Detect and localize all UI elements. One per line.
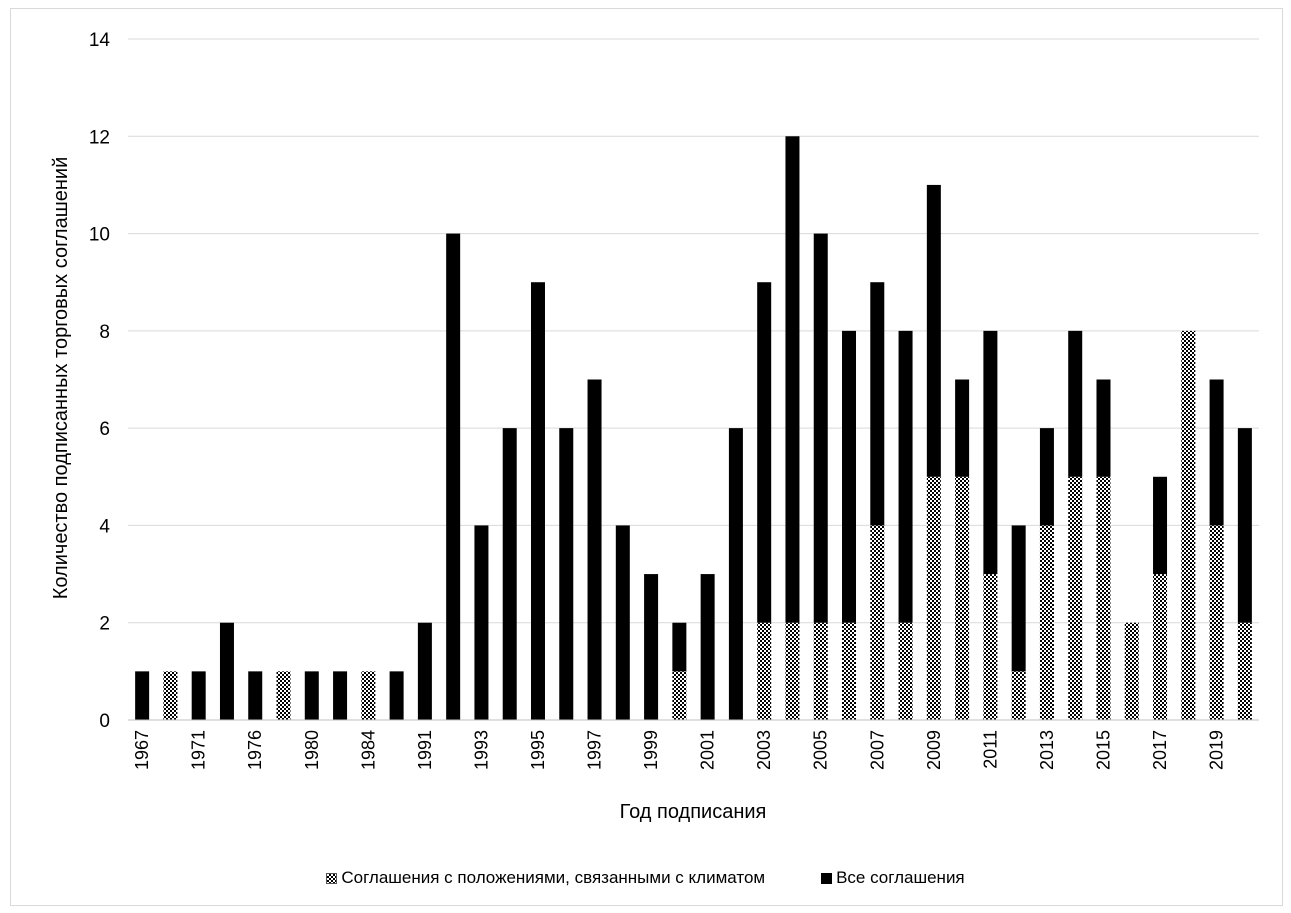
legend: Соглашения с положениями, связанными с к… (0, 868, 1291, 888)
y-tick-label: 2 (99, 614, 110, 635)
bar-all-segment (389, 671, 404, 720)
bar-climate-segment (1096, 476, 1111, 720)
bar-all-segment (870, 282, 885, 526)
x-tick-label: 1976 (245, 730, 265, 770)
bar-all-segment (1209, 379, 1224, 526)
x-axis-ticks: 1967 1971 1976 1980 1984 1991 1993 1995 1997 1999… (132, 730, 1226, 770)
bar-climate-segment (983, 574, 998, 720)
bar-all-segment (559, 428, 574, 720)
y-axis-label: Количество подписанных торговых соглашен… (50, 157, 72, 600)
bar-all-segment (502, 428, 517, 720)
x-tick-label: 2007 (867, 730, 887, 770)
bar-all-segment (1011, 525, 1026, 672)
bar-all-segment (700, 574, 715, 720)
bar-all-segment (530, 282, 545, 720)
y-tick-label: 4 (99, 516, 110, 537)
y-tick-label: 6 (99, 419, 110, 440)
bar-all-segment (417, 622, 432, 720)
bars (135, 136, 1252, 721)
x-tick-label: 2005 (811, 730, 831, 770)
bar-climate-segment (813, 622, 828, 720)
bar-climate-segment (1153, 574, 1168, 720)
y-axis-ticks: 0 2 4 6 8 10 12 14 (89, 30, 111, 732)
x-tick-label: 1971 (189, 730, 209, 770)
bar-climate-segment (955, 476, 970, 720)
bar-all-segment (304, 671, 319, 720)
bar-climate-segment (1068, 476, 1083, 720)
x-tick-label: 1991 (415, 730, 435, 770)
x-tick-label: 1995 (528, 730, 548, 770)
x-tick-label: 1999 (641, 730, 661, 770)
bar-all-segment (191, 671, 206, 720)
x-tick-label: 2015 (1093, 730, 1113, 770)
gridlines (128, 38, 1259, 624)
x-tick-label: 1984 (358, 730, 378, 770)
bar-all-segment (615, 525, 630, 720)
bar-all-segment (672, 622, 687, 672)
bar-all-segment (644, 574, 659, 720)
bar-climate-segment (1181, 330, 1196, 720)
legend-swatch-climate (326, 872, 338, 884)
legend-swatch-all (821, 872, 833, 884)
bar-all-segment (728, 428, 743, 720)
bar-climate-segment (1124, 622, 1139, 720)
bar-all-segment (842, 330, 857, 623)
y-tick-label: 14 (89, 30, 111, 51)
y-tick-label: 10 (89, 225, 110, 246)
bar-climate-segment (898, 622, 913, 720)
legend-label-all: Все соглашения (836, 868, 965, 887)
bar-climate-segment (1209, 525, 1224, 720)
bar-all-segment (446, 233, 461, 721)
bar-all-segment (983, 330, 998, 575)
bar-all-segment (1039, 428, 1054, 526)
bar-all-segment (955, 379, 970, 477)
legend-label-climate: Соглашения с положениями, связанными с к… (341, 868, 766, 887)
bar-all-segment (219, 622, 234, 720)
x-tick-label: 2019 (1207, 730, 1227, 770)
bar-all-segment (898, 330, 913, 623)
bar-climate-segment (757, 622, 772, 720)
x-tick-label: 2001 (698, 730, 718, 770)
bar-climate-segment (1039, 525, 1054, 720)
bar-all-segment (813, 233, 828, 623)
bar-all-segment (785, 136, 800, 623)
x-tick-label: 2017 (1150, 730, 1170, 770)
x-tick-label: 2013 (1037, 730, 1057, 770)
bar-climate-segment (163, 671, 178, 720)
bar-all-segment (757, 282, 772, 623)
bar-climate-segment (785, 622, 800, 720)
bar-climate-segment (361, 671, 376, 720)
y-tick-label: 12 (89, 127, 110, 148)
bar-climate-segment (842, 622, 857, 720)
bar-climate-segment (1237, 622, 1252, 720)
bar-climate-segment (672, 671, 687, 720)
x-tick-label: 1967 (132, 730, 152, 770)
y-tick-label: 0 (99, 711, 110, 732)
x-tick-label: 1993 (471, 730, 491, 770)
bar-all-segment (135, 671, 150, 720)
bar-climate-segment (926, 476, 941, 720)
bar-all-segment (1068, 330, 1083, 477)
x-tick-label: 2009 (924, 730, 944, 770)
bar-all-segment (587, 379, 602, 720)
bar-all-segment (333, 671, 348, 720)
bar-climate-segment (276, 671, 291, 720)
x-axis-label: Год подписания (620, 801, 767, 823)
bar-all-segment (474, 525, 489, 720)
x-tick-label: 1980 (302, 730, 322, 770)
legend-item-all: Все соглашения (821, 868, 965, 888)
legend-item-climate: Соглашения с положениями, связанными с к… (326, 868, 765, 888)
bar-all-segment (926, 184, 941, 477)
bar-climate-segment (870, 525, 885, 720)
x-tick-label: 1997 (585, 730, 605, 770)
bar-climate-segment (1011, 671, 1026, 720)
bar-all-segment (1237, 428, 1252, 623)
x-tick-label: 2003 (754, 730, 774, 770)
y-tick-label: 8 (99, 322, 110, 343)
bar-all-segment (1153, 476, 1168, 575)
bar-all-segment (248, 671, 263, 720)
bar-all-segment (1096, 379, 1111, 477)
x-tick-label: 2011 (980, 730, 1000, 769)
